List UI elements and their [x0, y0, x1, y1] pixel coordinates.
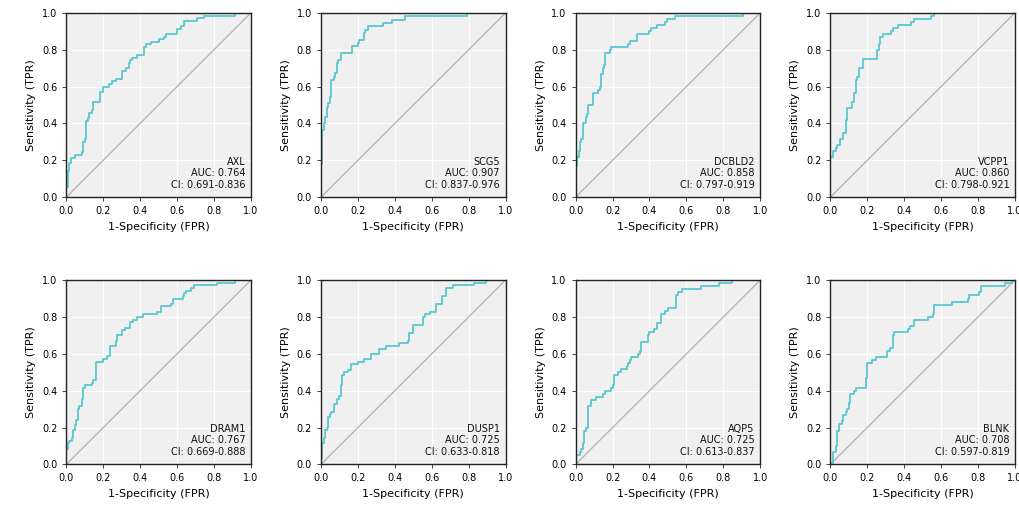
- Y-axis label: Sensitivity (TPR): Sensitivity (TPR): [26, 59, 37, 151]
- Y-axis label: Sensitivity (TPR): Sensitivity (TPR): [535, 59, 545, 151]
- X-axis label: 1-Specificity (FPR): 1-Specificity (FPR): [108, 489, 209, 499]
- Text: DCBLD2
AUC: 0.858
CI: 0.797-0.919: DCBLD2 AUC: 0.858 CI: 0.797-0.919: [680, 157, 754, 190]
- Text: AQP5
AUC: 0.725
CI: 0.613-0.837: AQP5 AUC: 0.725 CI: 0.613-0.837: [680, 424, 754, 457]
- Text: DRAM1
AUC: 0.767
CI: 0.669-0.888: DRAM1 AUC: 0.767 CI: 0.669-0.888: [170, 424, 246, 457]
- X-axis label: 1-Specificity (FPR): 1-Specificity (FPR): [871, 489, 972, 499]
- Text: BLNK
AUC: 0.708
CI: 0.597-0.819: BLNK AUC: 0.708 CI: 0.597-0.819: [933, 424, 1009, 457]
- X-axis label: 1-Specificity (FPR): 1-Specificity (FPR): [362, 489, 464, 499]
- Y-axis label: Sensitivity (TPR): Sensitivity (TPR): [281, 327, 290, 418]
- Text: SCG5
AUC: 0.907
CI: 0.837-0.976: SCG5 AUC: 0.907 CI: 0.837-0.976: [425, 157, 499, 190]
- Text: DUSP1
AUC: 0.725
CI: 0.633-0.818: DUSP1 AUC: 0.725 CI: 0.633-0.818: [425, 424, 499, 457]
- X-axis label: 1-Specificity (FPR): 1-Specificity (FPR): [871, 222, 972, 232]
- Y-axis label: Sensitivity (TPR): Sensitivity (TPR): [281, 59, 290, 151]
- Text: AXL
AUC: 0.764
CI: 0.691-0.836: AXL AUC: 0.764 CI: 0.691-0.836: [170, 157, 246, 190]
- X-axis label: 1-Specificity (FPR): 1-Specificity (FPR): [108, 222, 209, 232]
- Y-axis label: Sensitivity (TPR): Sensitivity (TPR): [790, 59, 800, 151]
- X-axis label: 1-Specificity (FPR): 1-Specificity (FPR): [616, 489, 718, 499]
- Text: VCPP1
AUC: 0.860
CI: 0.798-0.921: VCPP1 AUC: 0.860 CI: 0.798-0.921: [933, 157, 1009, 190]
- X-axis label: 1-Specificity (FPR): 1-Specificity (FPR): [616, 222, 718, 232]
- Y-axis label: Sensitivity (TPR): Sensitivity (TPR): [535, 327, 545, 418]
- X-axis label: 1-Specificity (FPR): 1-Specificity (FPR): [362, 222, 464, 232]
- Y-axis label: Sensitivity (TPR): Sensitivity (TPR): [26, 327, 37, 418]
- Y-axis label: Sensitivity (TPR): Sensitivity (TPR): [790, 327, 800, 418]
